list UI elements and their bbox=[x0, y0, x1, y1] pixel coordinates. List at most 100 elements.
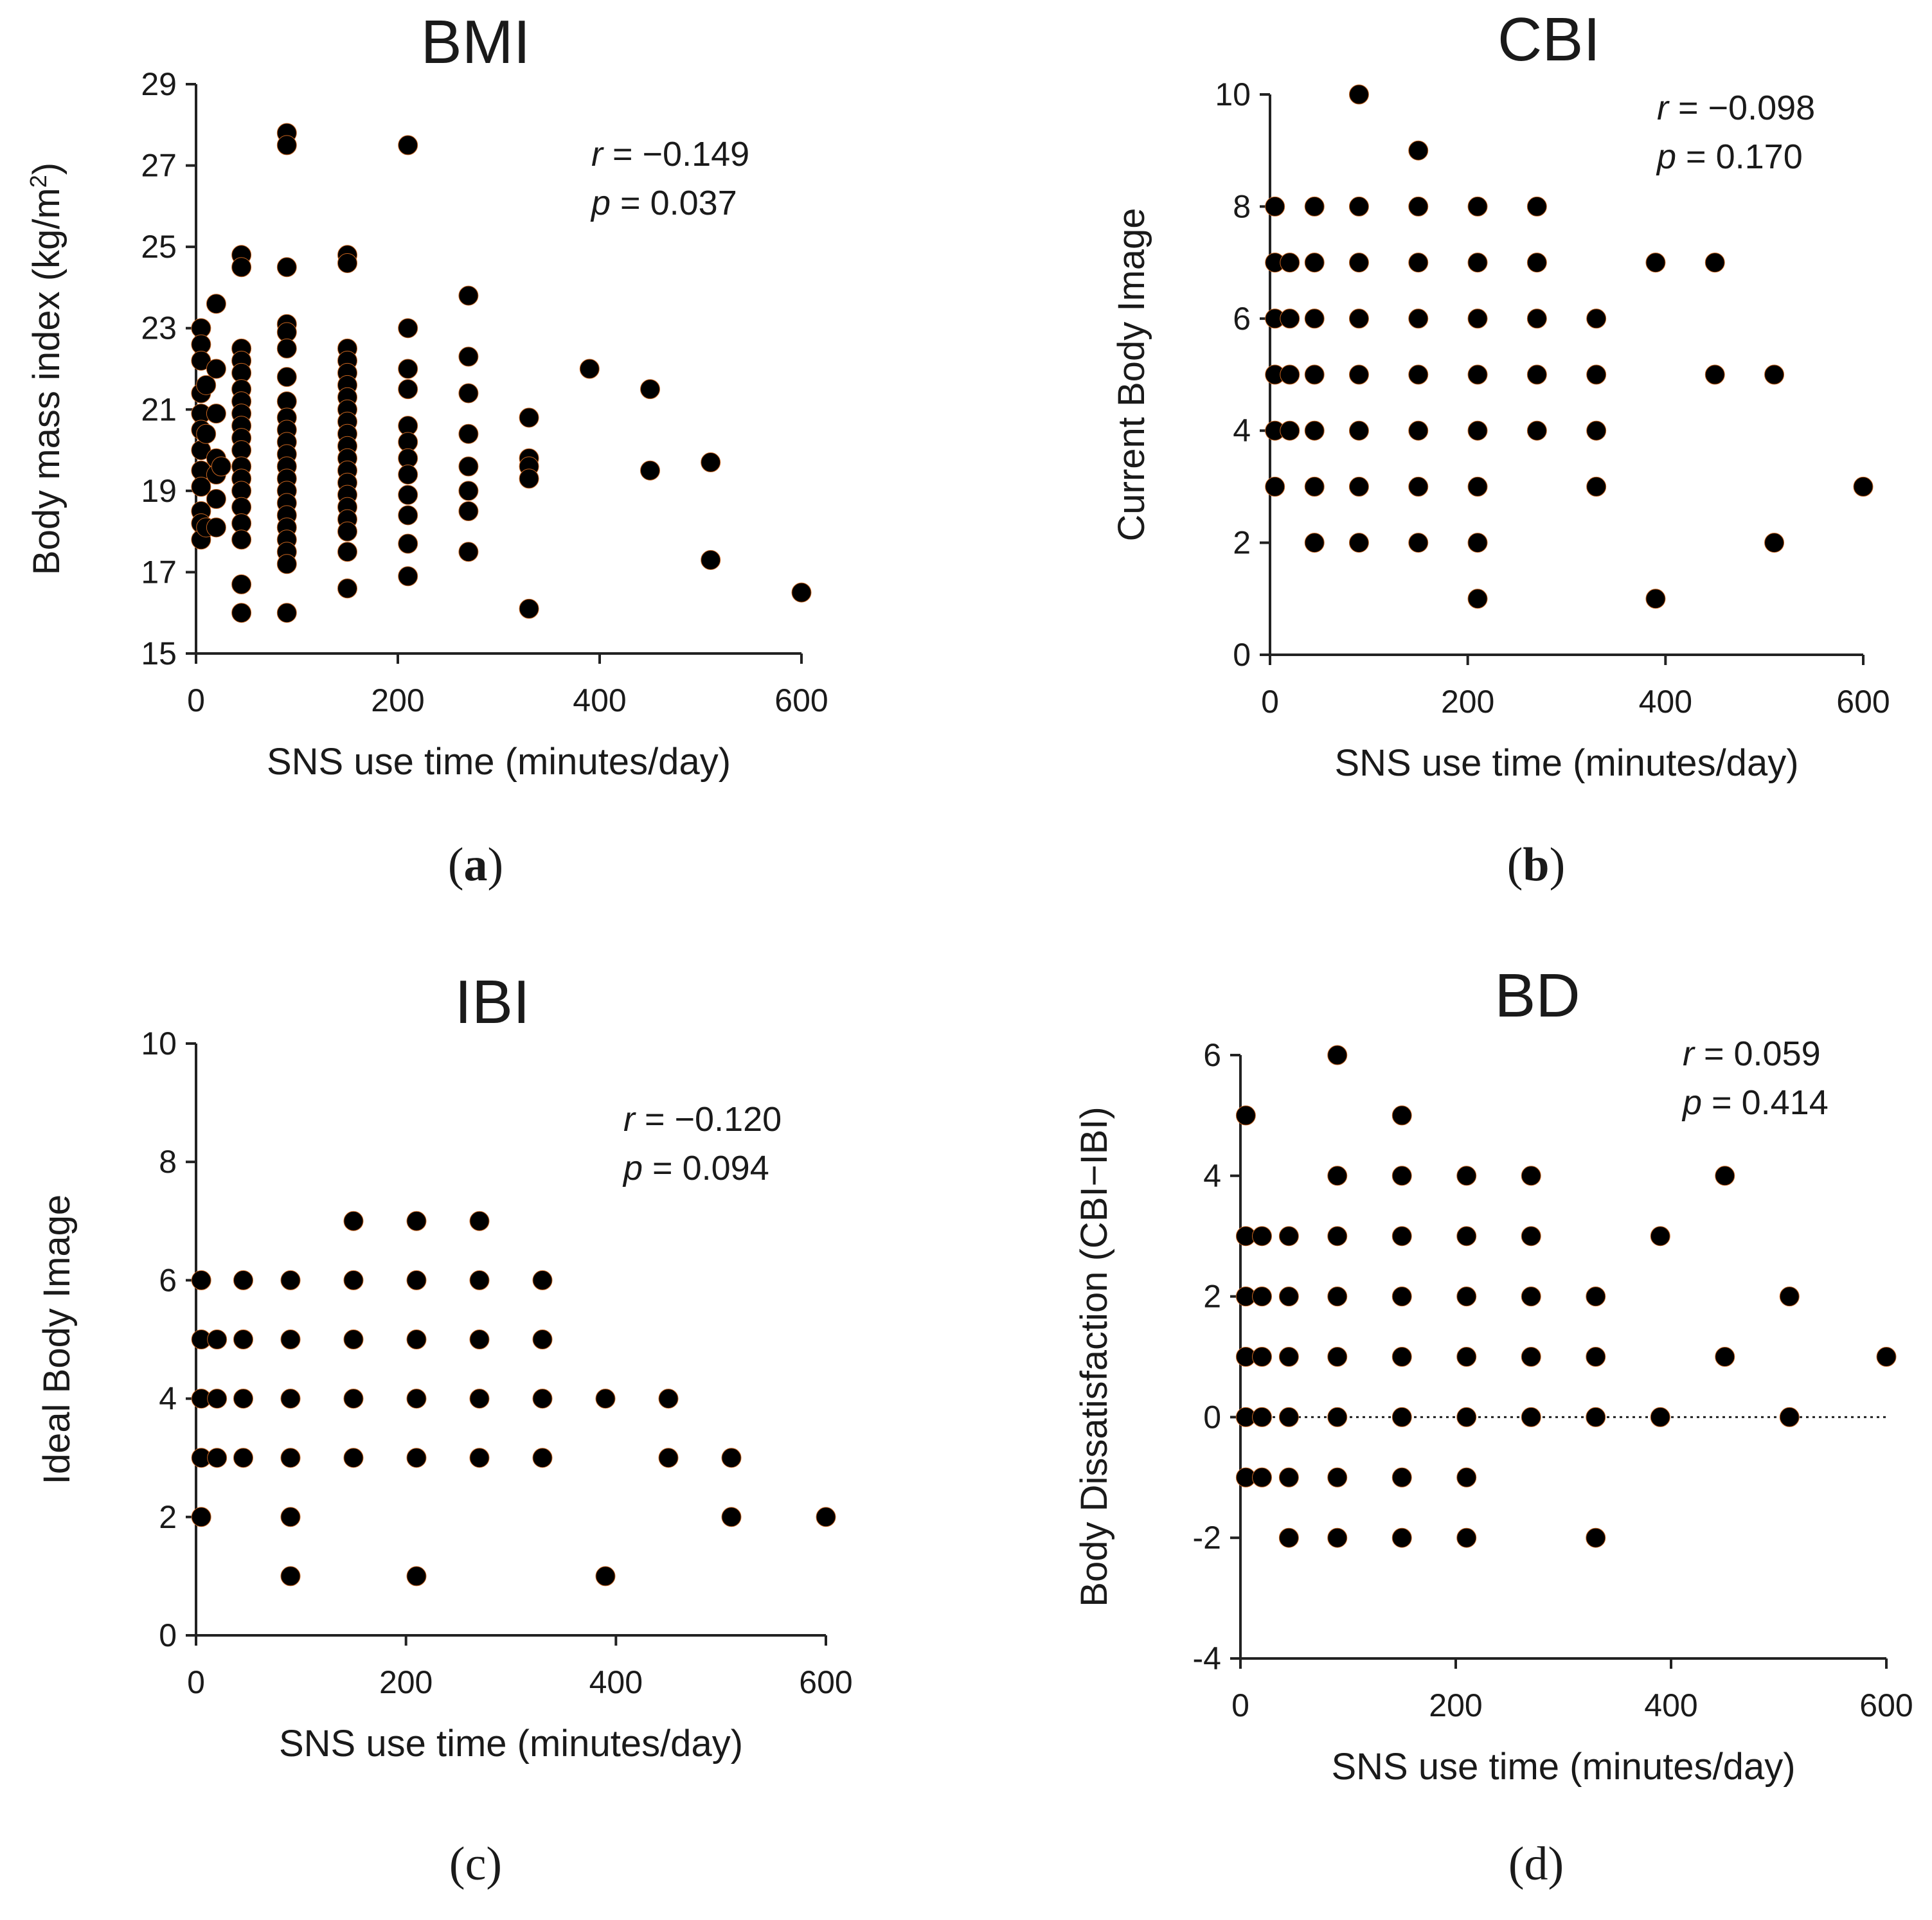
data-point bbox=[398, 505, 418, 526]
panel-caption: (d) bbox=[1508, 1838, 1564, 1890]
x-tick-label: 400 bbox=[589, 1664, 643, 1700]
data-point bbox=[398, 533, 418, 554]
x-tick-label: 0 bbox=[187, 682, 205, 718]
data-point bbox=[1280, 253, 1300, 273]
y-axis-label: Body Dissatisfaction (CBI−IBI) bbox=[1073, 1107, 1115, 1606]
y-axis-label-part: Body Dissatisfaction (CBI−IBI) bbox=[1073, 1107, 1115, 1606]
data-point bbox=[406, 1270, 427, 1290]
x-tick-label: 200 bbox=[1429, 1687, 1482, 1723]
data-point bbox=[1348, 308, 1369, 329]
data-point bbox=[1521, 1347, 1541, 1367]
data-point bbox=[1704, 364, 1725, 385]
x-axis-label: SNS use time (minutes/day) bbox=[267, 741, 731, 783]
data-point bbox=[458, 481, 479, 501]
data-point bbox=[1304, 533, 1325, 553]
stat-r-value: = 0.059 bbox=[1694, 1035, 1821, 1073]
y-tick-label: 2 bbox=[159, 1499, 177, 1535]
data-point bbox=[406, 1329, 427, 1349]
data-point bbox=[458, 285, 479, 306]
data-point bbox=[1456, 1286, 1477, 1307]
data-point bbox=[1278, 1226, 1299, 1247]
x-axis-label: SNS use time (minutes/day) bbox=[1334, 742, 1798, 784]
data-point bbox=[595, 1566, 616, 1587]
data-point bbox=[1467, 364, 1488, 385]
data-point bbox=[1265, 476, 1285, 497]
data-point bbox=[469, 1329, 490, 1349]
data-point bbox=[1391, 1467, 1412, 1488]
data-point bbox=[1467, 308, 1488, 329]
stat-p: p = 0.414 bbox=[1681, 1083, 1829, 1122]
caption-open-paren: ( bbox=[448, 839, 464, 891]
data-point bbox=[1586, 420, 1607, 441]
data-point bbox=[337, 253, 357, 273]
data-point bbox=[337, 578, 357, 599]
data-point bbox=[276, 135, 297, 156]
data-point bbox=[1327, 1045, 1348, 1065]
data-point bbox=[398, 359, 418, 379]
data-point bbox=[1348, 196, 1369, 217]
caption-letter: c bbox=[465, 1838, 487, 1890]
data-point bbox=[721, 1507, 742, 1527]
y-tick-label: 6 bbox=[1203, 1037, 1221, 1073]
data-point bbox=[458, 542, 479, 562]
y-tick-label: 19 bbox=[141, 473, 177, 509]
data-point bbox=[1327, 1166, 1348, 1186]
y-tick-label: 0 bbox=[1203, 1399, 1221, 1435]
data-point bbox=[231, 257, 252, 278]
data-point bbox=[1715, 1347, 1735, 1367]
data-point bbox=[1876, 1347, 1897, 1367]
data-point bbox=[276, 257, 297, 278]
y-tick-label: 27 bbox=[141, 148, 177, 184]
data-point bbox=[1521, 1226, 1541, 1247]
x-tick-label: 0 bbox=[1261, 684, 1279, 720]
stat-r-symbol: r bbox=[623, 1100, 636, 1139]
data-points bbox=[1265, 84, 1874, 609]
data-point bbox=[1645, 253, 1666, 273]
data-point bbox=[280, 1566, 301, 1587]
data-point bbox=[1526, 253, 1547, 273]
data-point bbox=[1715, 1166, 1735, 1186]
data-points bbox=[191, 123, 812, 623]
chart-title: BD bbox=[1494, 961, 1580, 1030]
data-point bbox=[1586, 308, 1607, 329]
data-point bbox=[1348, 420, 1369, 441]
stat-p-value: = 0.170 bbox=[1676, 138, 1803, 176]
data-point bbox=[337, 521, 357, 542]
data-point bbox=[406, 1566, 427, 1587]
data-point bbox=[658, 1389, 679, 1409]
data-point bbox=[469, 1211, 490, 1231]
data-point bbox=[1327, 1407, 1348, 1427]
data-point bbox=[640, 460, 660, 481]
data-point bbox=[398, 465, 418, 485]
y-tick-label: 8 bbox=[159, 1144, 177, 1180]
data-point bbox=[1779, 1407, 1800, 1427]
y-tick-label: 4 bbox=[1203, 1158, 1221, 1194]
caption-open-paren: ( bbox=[1508, 1838, 1525, 1890]
data-point bbox=[276, 554, 297, 574]
data-point bbox=[191, 477, 211, 497]
y-tick-label: 6 bbox=[159, 1262, 177, 1298]
data-point bbox=[1456, 1527, 1477, 1548]
data-point bbox=[343, 1270, 364, 1290]
data-point bbox=[1456, 1166, 1477, 1186]
x-axis-label: SNS use time (minutes/day) bbox=[279, 1723, 743, 1764]
x-tick-label: 400 bbox=[573, 682, 626, 718]
data-point bbox=[398, 379, 418, 400]
data-point bbox=[280, 1389, 301, 1409]
data-point bbox=[1467, 253, 1488, 273]
data-point bbox=[207, 1448, 228, 1468]
data-point bbox=[233, 1329, 253, 1349]
data-point bbox=[1456, 1347, 1477, 1367]
data-point bbox=[1467, 420, 1488, 441]
stat-p-symbol: p bbox=[1681, 1083, 1702, 1122]
y-tick-label: 10 bbox=[141, 1026, 177, 1062]
caption-letter: d bbox=[1525, 1838, 1548, 1890]
data-point bbox=[532, 1270, 553, 1290]
y-tick-label: 0 bbox=[1233, 637, 1251, 673]
data-point bbox=[1526, 196, 1547, 217]
y-axis-label-part: ) bbox=[26, 163, 67, 175]
caption-close-paren: ) bbox=[1550, 839, 1566, 891]
data-point bbox=[398, 135, 418, 156]
data-point bbox=[595, 1389, 616, 1409]
data-point bbox=[1586, 1286, 1606, 1307]
